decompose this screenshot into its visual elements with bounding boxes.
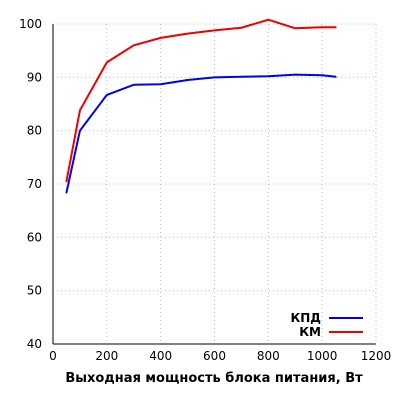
y-tick-label: 50 [27,284,42,298]
series-line-2 [65,18,337,183]
legend-label: КПД [290,311,321,325]
x-tick-label: 1200 [361,349,392,363]
y-tick-label: 100 [19,17,42,31]
series [65,18,337,194]
legend-label: КМ [299,325,321,339]
x-axis-title: Выходная мощность блока питания, Вт [65,371,363,386]
y-tick-label: 90 [27,70,42,84]
y-tick-label: 40 [27,337,42,351]
series-line-1 [65,73,337,194]
x-tick-label: 200 [95,349,118,363]
y-tick-label: 70 [27,177,42,191]
axes [52,24,376,345]
y-tick-label: 60 [27,230,42,244]
y-tick-label: 80 [27,124,42,138]
grid [53,23,377,344]
x-tick-label: 0 [49,349,57,363]
x-tick-label: 1000 [307,349,338,363]
x-tick-label: 400 [149,349,172,363]
x-tick-label: 800 [257,349,280,363]
tick-labels: 0 200 400 600 800 1000 1200 40 50 60 70 80 90 100 [19,17,391,363]
x-tick-label: 600 [203,349,226,363]
